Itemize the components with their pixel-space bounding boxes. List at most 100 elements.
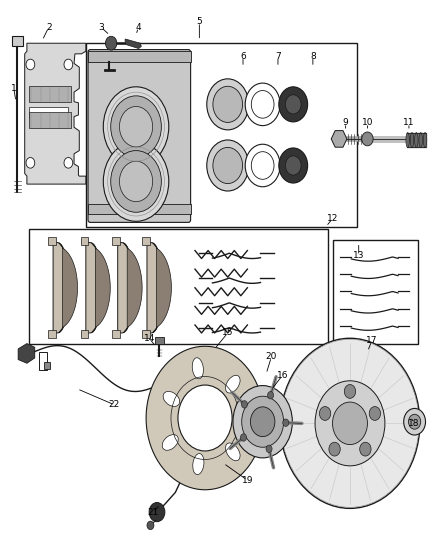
Circle shape — [280, 338, 420, 508]
Polygon shape — [25, 43, 86, 184]
Polygon shape — [86, 243, 102, 333]
Circle shape — [120, 161, 152, 201]
Text: 15: 15 — [222, 328, 233, 337]
Ellipse shape — [193, 454, 204, 474]
Circle shape — [251, 407, 275, 437]
Ellipse shape — [192, 358, 203, 379]
Circle shape — [362, 132, 373, 146]
Text: 22: 22 — [109, 400, 120, 409]
Text: 16: 16 — [276, 371, 288, 380]
Polygon shape — [59, 243, 78, 333]
Circle shape — [111, 151, 161, 212]
Text: 17: 17 — [366, 336, 378, 345]
Bar — [48, 330, 56, 338]
Polygon shape — [125, 39, 141, 49]
Polygon shape — [118, 243, 134, 333]
Bar — [113, 237, 120, 245]
Bar — [81, 237, 88, 245]
Circle shape — [213, 86, 243, 123]
Circle shape — [360, 442, 371, 456]
FancyBboxPatch shape — [88, 50, 191, 222]
Circle shape — [64, 158, 73, 168]
Ellipse shape — [424, 133, 427, 148]
Bar — [88, 51, 191, 62]
Bar — [332, 240, 418, 344]
Circle shape — [332, 402, 367, 445]
Text: 19: 19 — [242, 476, 253, 484]
Ellipse shape — [406, 133, 410, 148]
Circle shape — [251, 91, 274, 118]
Circle shape — [120, 107, 152, 147]
Polygon shape — [124, 243, 142, 333]
Bar — [81, 330, 88, 338]
Polygon shape — [92, 243, 110, 333]
Bar — [142, 330, 150, 338]
Circle shape — [283, 419, 289, 426]
Text: 3: 3 — [98, 23, 104, 32]
Circle shape — [409, 414, 421, 429]
Text: 18: 18 — [407, 419, 419, 428]
Circle shape — [329, 442, 340, 456]
Ellipse shape — [419, 133, 423, 148]
Circle shape — [242, 396, 284, 447]
Circle shape — [207, 79, 249, 130]
Polygon shape — [18, 344, 35, 364]
Circle shape — [319, 407, 331, 421]
Polygon shape — [29, 107, 68, 118]
Ellipse shape — [163, 391, 180, 407]
Circle shape — [213, 148, 243, 183]
Text: 4: 4 — [135, 23, 141, 32]
Text: 6: 6 — [240, 52, 246, 61]
Circle shape — [64, 59, 73, 70]
Bar — [29, 86, 71, 102]
Circle shape — [286, 95, 301, 114]
Polygon shape — [53, 243, 70, 333]
Polygon shape — [147, 243, 163, 333]
Circle shape — [251, 152, 274, 179]
Ellipse shape — [162, 434, 178, 450]
Circle shape — [233, 385, 292, 458]
Ellipse shape — [410, 133, 414, 148]
Polygon shape — [146, 346, 264, 490]
Circle shape — [103, 142, 169, 221]
Text: 13: 13 — [353, 252, 364, 260]
Bar — [88, 204, 191, 214]
Circle shape — [103, 87, 169, 166]
Circle shape — [207, 140, 249, 191]
Text: 5: 5 — [197, 18, 202, 27]
Bar — [29, 229, 328, 344]
Circle shape — [315, 381, 385, 466]
Circle shape — [245, 144, 280, 187]
Text: 7: 7 — [275, 52, 281, 61]
Bar — [29, 112, 71, 128]
Circle shape — [147, 521, 154, 530]
Text: 11: 11 — [403, 118, 415, 127]
Circle shape — [26, 158, 35, 168]
Text: 2: 2 — [46, 23, 52, 32]
Circle shape — [369, 407, 381, 421]
Circle shape — [149, 503, 165, 522]
Text: 12: 12 — [327, 214, 338, 223]
Circle shape — [111, 96, 161, 158]
Text: 20: 20 — [266, 352, 277, 361]
Bar — [48, 237, 56, 245]
Circle shape — [279, 87, 307, 122]
Circle shape — [344, 384, 356, 398]
Circle shape — [404, 408, 426, 435]
Polygon shape — [331, 131, 347, 147]
Ellipse shape — [226, 375, 240, 393]
Circle shape — [240, 434, 247, 441]
Circle shape — [241, 401, 247, 408]
Text: 1: 1 — [11, 84, 17, 93]
Ellipse shape — [415, 133, 418, 148]
Circle shape — [279, 148, 307, 183]
Bar — [12, 36, 23, 46]
Bar — [39, 352, 47, 370]
Bar — [142, 237, 150, 245]
Circle shape — [245, 83, 280, 126]
Bar — [155, 337, 163, 344]
Circle shape — [178, 385, 232, 451]
Bar — [44, 362, 49, 368]
Bar — [113, 330, 120, 338]
Circle shape — [266, 445, 272, 453]
